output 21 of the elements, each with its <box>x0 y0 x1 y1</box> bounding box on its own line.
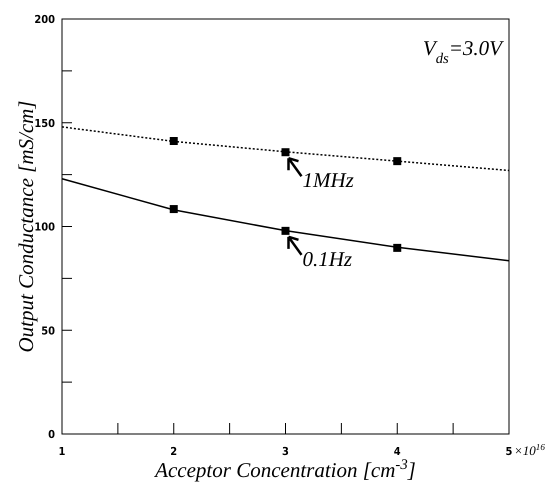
x-tick-label: 2 <box>170 445 178 458</box>
point <box>393 157 402 166</box>
x-tick-label: 5 <box>506 445 513 458</box>
point <box>282 148 290 156</box>
annotation: 1MHz <box>302 168 354 192</box>
annotation: 0.1Hz <box>302 246 352 271</box>
point <box>282 226 290 235</box>
y-tick-label: 50 <box>41 324 56 338</box>
y-tick-label: 0 <box>48 428 56 441</box>
y-tick-label: 150 <box>34 116 56 130</box>
y-tick-label: 200 <box>34 13 56 26</box>
y-tick-label: 100 <box>34 220 56 234</box>
x-axis-title: Acceptor Concentration [cm$^{-3}$] <box>153 457 416 482</box>
x-tick-label: 4 <box>394 445 401 458</box>
point <box>393 244 402 252</box>
point <box>170 137 178 146</box>
annotation: V$_{ds}$=3.0V <box>422 36 504 67</box>
x-tick-label: 1 <box>58 445 66 458</box>
x-tick-label: 3 <box>282 445 290 458</box>
text: ×10$^{16}$ <box>514 442 546 458</box>
point <box>170 205 178 214</box>
